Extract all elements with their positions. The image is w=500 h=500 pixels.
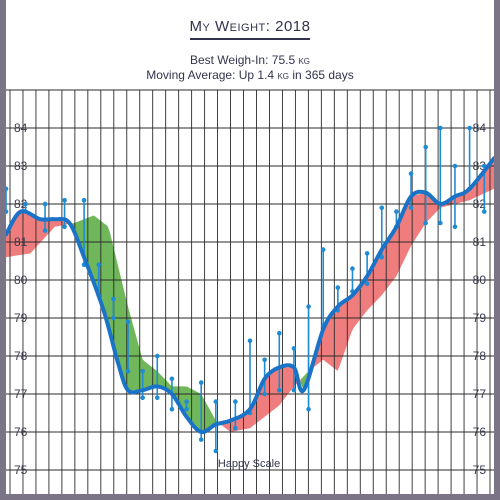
weigh-in-max-point bbox=[233, 399, 238, 404]
weigh-in-max-point bbox=[111, 296, 116, 302]
weigh-in-max-point bbox=[350, 266, 355, 271]
weigh-in-min-point bbox=[111, 315, 116, 321]
weigh-in-max-point bbox=[154, 353, 160, 359]
weigh-in-min-point bbox=[276, 387, 282, 393]
weigh-in-ranges bbox=[3, 125, 487, 454]
weigh-in-max-point bbox=[81, 197, 87, 203]
weigh-in-min-point bbox=[42, 228, 48, 233]
weigh-in-min-point bbox=[125, 368, 131, 374]
y-tick-label-left: 81 bbox=[14, 235, 28, 249]
weigh-in-min-point bbox=[408, 205, 414, 211]
weigh-in-max-point bbox=[291, 346, 297, 351]
y-tick-label-right: 78 bbox=[473, 349, 487, 363]
y-tick-label-left: 82 bbox=[14, 197, 28, 211]
weigh-in-max-point bbox=[423, 144, 428, 150]
weigh-in-max-point bbox=[467, 125, 472, 131]
weigh-in-max-point bbox=[184, 399, 189, 404]
y-tick-label-right: 75 bbox=[473, 463, 487, 477]
weigh-in-min-point bbox=[291, 387, 297, 393]
weigh-in-max-point bbox=[394, 209, 399, 214]
weigh-in-max-point bbox=[62, 197, 67, 203]
weigh-in-max-point bbox=[140, 368, 145, 374]
weigh-in-min-point bbox=[154, 395, 160, 401]
weigh-in-min-point bbox=[198, 437, 204, 442]
y-tick-label-left: 77 bbox=[14, 387, 28, 401]
y-tick-label-left: 75 bbox=[14, 463, 28, 477]
weigh-in-max-point bbox=[364, 251, 370, 256]
weigh-in-max-point bbox=[262, 357, 267, 363]
weigh-in-min-point bbox=[452, 224, 458, 230]
weigh-in-min-point bbox=[438, 220, 443, 226]
y-tick-label-left: 80 bbox=[14, 273, 28, 287]
weigh-in-max-point bbox=[452, 163, 458, 169]
weigh-in-min-point bbox=[379, 254, 385, 260]
weigh-in-min-point bbox=[233, 425, 238, 431]
weigh-in-max-point bbox=[23, 201, 28, 207]
weigh-in-max-point bbox=[125, 319, 131, 325]
weigh-in-max-point bbox=[96, 262, 102, 268]
y-tick-label-right: 83 bbox=[473, 159, 487, 173]
weigh-in-min-point bbox=[262, 391, 267, 397]
y-axis-right: 75 76 77 78 79 80 81 82 83 84 bbox=[473, 121, 487, 477]
weigh-in-min-point bbox=[62, 224, 67, 230]
y-tick-label-left: 76 bbox=[14, 425, 28, 439]
weigh-in-min-point bbox=[213, 448, 219, 454]
weigh-in-max-point bbox=[213, 399, 219, 404]
y-tick-label-right: 79 bbox=[473, 311, 487, 325]
weigh-in-max-point bbox=[438, 125, 443, 131]
weigh-in-max-point bbox=[42, 201, 48, 207]
weigh-in-max-point bbox=[169, 376, 175, 382]
weigh-in-min-point bbox=[169, 406, 175, 412]
weigh-in-min-point bbox=[364, 281, 370, 287]
y-tick-label-right: 76 bbox=[473, 425, 487, 439]
weigh-in-min-point bbox=[140, 395, 145, 401]
weigh-in-min-point bbox=[306, 406, 311, 412]
weigh-in-max-point bbox=[320, 247, 326, 252]
weigh-in-max-point bbox=[306, 304, 311, 309]
weigh-in-min-point bbox=[423, 220, 428, 226]
best-weigh-in: Best Weigh-In: 75.5 kg bbox=[189, 53, 311, 67]
moving-average-line bbox=[4, 156, 496, 435]
branding-label: Happy Scale bbox=[218, 458, 280, 470]
weigh-in-min-point bbox=[184, 406, 189, 412]
weigh-in-max-point bbox=[335, 285, 341, 290]
y-tick-label-right: 81 bbox=[473, 235, 487, 249]
weigh-in-min-point bbox=[481, 209, 487, 214]
y-tick-label-left: 79 bbox=[14, 311, 28, 325]
y-tick-label-right: 77 bbox=[473, 387, 487, 401]
weigh-in-max-point bbox=[247, 338, 253, 344]
y-axis-left: 75 76 77 78 79 80 81 82 83 84 bbox=[14, 121, 28, 477]
loss-area bbox=[71, 215, 220, 432]
weigh-in-max-point bbox=[198, 380, 204, 385]
chart-grid bbox=[6, 89, 494, 494]
y-tick-label-right: 84 bbox=[473, 121, 487, 135]
page-title: My Weight: 2018 bbox=[189, 18, 311, 40]
gain-area bbox=[6, 212, 72, 258]
weigh-in-max-point bbox=[276, 330, 282, 336]
y-tick-label-right: 80 bbox=[473, 273, 487, 287]
y-tick-label-left: 83 bbox=[14, 159, 28, 173]
y-tick-label-left: 84 bbox=[14, 121, 28, 135]
y-tick-label-left: 78 bbox=[14, 349, 28, 363]
weigh-in-max-point bbox=[3, 186, 9, 192]
moving-average-summary: Moving Average: Up 1.4 kg in 365 days bbox=[146, 68, 354, 82]
header: My Weight: 2018 Best Weigh-In: 75.5 kg M… bbox=[0, 0, 500, 88]
weigh-in-max-point bbox=[408, 171, 414, 176]
weigh-in-min-point bbox=[3, 209, 9, 214]
weigh-in-max-point bbox=[379, 205, 385, 211]
y-tick-label-right: 82 bbox=[473, 197, 487, 211]
